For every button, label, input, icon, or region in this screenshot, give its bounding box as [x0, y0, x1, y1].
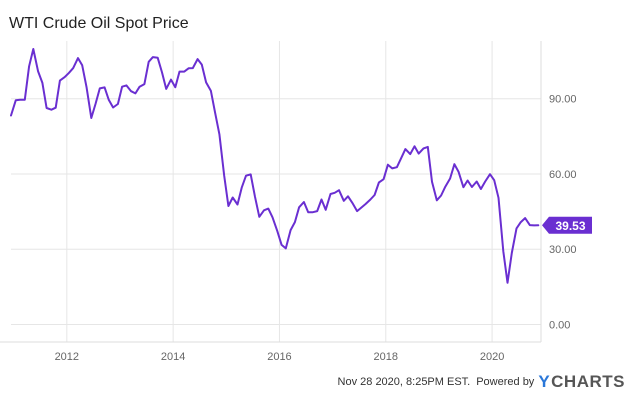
chart-title: WTI Crude Oil Spot Price — [9, 15, 189, 32]
y-tick-label-0.00: 0.00 — [549, 319, 570, 331]
x-tick-label-2018: 2018 — [374, 351, 398, 363]
x-tick-label-2016: 2016 — [267, 351, 291, 363]
ycharts-logo[interactable]: Y CHARTS — [538, 372, 625, 392]
chart-footer: Nov 28 2020, 8:25PM EST. Powered by Y CH… — [338, 372, 625, 392]
y-axis-tick-labels: 0.00 30.00 60.00 90.00 — [549, 94, 577, 332]
y-tick-label-60.00: 60.00 — [549, 169, 577, 181]
y-gridlines — [11, 98, 541, 325]
series-layer — [10, 48, 540, 284]
last-value-marker: 39.53 — [542, 216, 592, 234]
ycharts-logo-text: CHARTS — [551, 372, 625, 391]
powered-by-label: Powered by — [476, 376, 535, 388]
series-line-0 — [10, 48, 540, 284]
timestamp: Nov 28 2020, 8:25PM EST. — [337, 376, 471, 388]
x-gridlines — [66, 41, 493, 342]
x-tick-label-2012: 2012 — [55, 351, 79, 363]
x-tick-label-2020: 2020 — [480, 351, 504, 363]
plot-frame — [0, 41, 542, 343]
ycharts-logo-y: Y — [538, 372, 551, 391]
last-value-flag — [542, 216, 592, 234]
x-axis-tick-labels: 2012 2014 2016 2018 2020 — [55, 351, 505, 363]
y-tick-label-90.00: 90.00 — [549, 94, 577, 106]
y-tick-label-30.00: 30.00 — [549, 244, 577, 256]
x-tick-label-2014: 2014 — [161, 351, 185, 363]
last-value-label: 39.53 — [555, 219, 585, 233]
